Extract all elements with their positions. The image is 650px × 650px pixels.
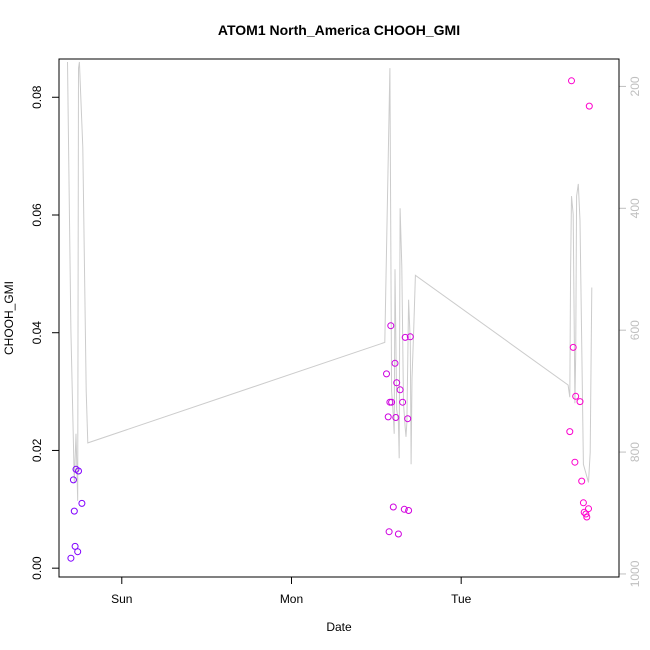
y-axis-label: CHOOH_GMI — [2, 281, 16, 355]
data-point — [385, 528, 393, 536]
y-tick-label: 0.08 — [30, 85, 44, 109]
data-point — [383, 370, 390, 378]
plot-area: 0.00 0.02 0.04 0.06 0.08 Sun Mon Tue 200 400 600 80… — [30, 61, 642, 606]
data-point — [75, 467, 82, 475]
data-point — [394, 530, 402, 538]
right-tick-label: 200 — [628, 76, 642, 96]
data-point — [405, 507, 413, 514]
data-point — [74, 548, 82, 556]
data-point — [388, 398, 396, 406]
data-point — [583, 513, 591, 521]
x-axis-label: Date — [326, 620, 352, 634]
data-point — [569, 343, 577, 351]
data-point — [70, 507, 78, 515]
right-tick-label: 1000 — [628, 560, 642, 587]
data-point — [566, 428, 574, 436]
y-tick-label: 0.06 — [30, 203, 44, 227]
pressure-line — [67, 61, 593, 501]
data-point — [384, 413, 392, 421]
data-point — [585, 505, 592, 513]
data-point — [572, 392, 580, 400]
x-tick-label: Tue — [451, 592, 472, 606]
data-point — [404, 415, 412, 423]
data-point — [576, 398, 584, 406]
data-point — [579, 499, 587, 507]
right-tick-label: 800 — [628, 442, 642, 462]
data-point — [571, 458, 579, 466]
data-point — [400, 505, 408, 513]
data-point — [578, 477, 586, 485]
right-tick-label: 600 — [628, 320, 642, 340]
data-point — [78, 499, 86, 507]
data-point — [393, 379, 401, 387]
y-tick-label: 0.02 — [30, 438, 44, 462]
data-point — [69, 476, 77, 484]
x-tick-label: Mon — [280, 592, 303, 606]
data-point — [392, 414, 400, 421]
data-point — [399, 398, 407, 406]
plot-frame — [58, 58, 620, 578]
y-tick-label: 0.04 — [30, 321, 44, 345]
data-point — [67, 554, 75, 562]
data-point — [406, 333, 414, 341]
data-point — [387, 322, 395, 330]
chart-title: ATOM1 North_America CHOOH_GMI — [218, 22, 460, 38]
data-point — [568, 77, 575, 85]
x-tick-label: Sun — [111, 592, 132, 606]
data-point — [396, 386, 404, 394]
y-tick-label: 0.00 — [30, 556, 44, 580]
data-point — [401, 333, 409, 341]
right-tick-label: 400 — [628, 198, 642, 218]
data-point — [391, 359, 399, 367]
data-point — [389, 503, 397, 511]
data-point — [585, 102, 593, 110]
